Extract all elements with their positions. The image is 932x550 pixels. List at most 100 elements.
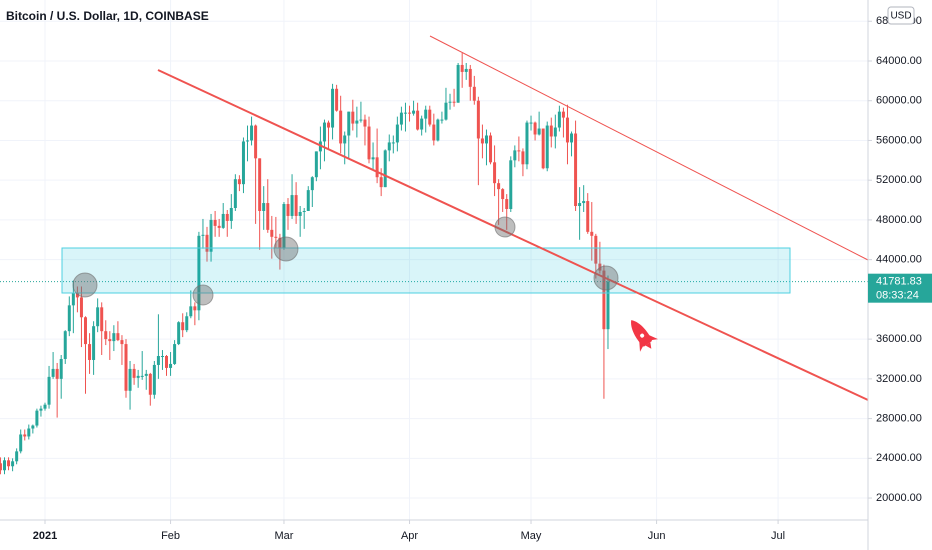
candle-body <box>306 190 310 211</box>
y-tick-label: 60000.00 <box>876 95 922 107</box>
candle-body <box>541 128 545 169</box>
candle-body <box>314 151 318 178</box>
candle-body <box>302 210 306 212</box>
candle-body <box>505 199 509 209</box>
x-tick-label: 2021 <box>33 530 57 542</box>
candle-body <box>448 101 452 103</box>
candle-body <box>367 126 371 160</box>
candle-body <box>189 306 193 317</box>
candle-body <box>169 363 173 368</box>
candle-body <box>331 88 335 128</box>
candle-body <box>501 189 505 200</box>
candle-body <box>549 125 553 137</box>
candle-body <box>241 141 245 185</box>
candle-body <box>92 326 96 360</box>
candle-body <box>363 119 367 127</box>
candle-body <box>428 109 432 125</box>
candle-body <box>156 356 160 365</box>
highlight-circle <box>494 216 516 238</box>
candle-body <box>460 64 464 72</box>
candle-body <box>258 158 262 211</box>
x-tick-label: Feb <box>161 530 180 542</box>
candle-body <box>480 138 484 144</box>
candle-body <box>221 213 225 228</box>
candle-body <box>432 124 436 141</box>
x-tick-label: Apr <box>401 530 418 542</box>
time-axis-panel <box>0 520 868 550</box>
candle-body <box>75 293 79 298</box>
candle-body <box>343 135 347 144</box>
candle-body <box>124 344 128 391</box>
candle-body <box>35 410 39 426</box>
candle-body <box>476 100 480 139</box>
candle-body <box>606 281 610 330</box>
candle-body <box>59 358 63 379</box>
candle-body <box>472 86 476 101</box>
candle-body <box>444 102 448 120</box>
y-tick-label: 56000.00 <box>876 134 922 146</box>
candle-body <box>582 201 586 204</box>
y-tick-label: 36000.00 <box>876 333 922 345</box>
candle-body <box>254 125 258 159</box>
candle-body <box>19 434 23 452</box>
candle-body <box>452 101 456 103</box>
y-tick-label: 24000.00 <box>876 452 922 464</box>
candle-body <box>213 219 217 226</box>
candle-body <box>88 344 92 360</box>
candle-body <box>237 179 241 185</box>
candle-body <box>521 151 525 165</box>
candle-body <box>533 122 537 135</box>
candle-body <box>181 322 185 331</box>
candle-body <box>148 373 152 395</box>
candle-body <box>570 133 574 143</box>
candle-body <box>262 203 266 211</box>
candle-body <box>602 270 606 330</box>
candle-body <box>63 331 67 359</box>
candle-body <box>31 425 35 429</box>
candle-body <box>387 142 391 151</box>
candle-body <box>205 234 209 252</box>
candle-body <box>537 128 541 135</box>
currency-button[interactable] <box>887 6 915 25</box>
candle-body <box>96 307 100 327</box>
candle-body <box>497 183 501 190</box>
candle-body <box>165 356 169 368</box>
y-tick-label: 64000.00 <box>876 55 922 67</box>
highlight-circle <box>273 236 299 262</box>
candle-body <box>545 125 549 169</box>
candle-body <box>359 119 363 121</box>
candle-body <box>0 463 2 471</box>
candle-body <box>399 112 403 125</box>
x-tick-label: Mar <box>274 530 293 542</box>
candle-body <box>574 133 578 207</box>
candle-body <box>290 195 294 216</box>
candle-body <box>310 177 314 191</box>
last-price-label: 41781.83 <box>876 276 922 288</box>
y-tick-label: 52000.00 <box>876 174 922 186</box>
candle-body <box>7 460 11 467</box>
candle-body <box>327 122 331 128</box>
candle-body <box>108 339 112 342</box>
candle-body <box>250 125 254 141</box>
candle-body <box>335 88 339 111</box>
candle-body <box>83 317 87 345</box>
y-tick-label: 28000.00 <box>876 412 922 424</box>
candle-body <box>298 211 302 216</box>
candle-body <box>193 306 197 311</box>
candle-body <box>557 111 561 128</box>
candle-body <box>217 225 221 228</box>
trend-line <box>157 69 869 401</box>
candle-body <box>246 140 250 142</box>
rocket-icon <box>631 320 659 352</box>
candle-body <box>132 368 136 378</box>
currency-label[interactable]: USD <box>890 11 911 22</box>
candle-body <box>525 122 529 165</box>
candle-body <box>152 364 156 395</box>
candle-body <box>424 109 428 119</box>
candle-body <box>594 235 598 264</box>
candle-body <box>517 150 521 152</box>
candle-body <box>278 237 282 248</box>
candle-body <box>225 213 229 221</box>
